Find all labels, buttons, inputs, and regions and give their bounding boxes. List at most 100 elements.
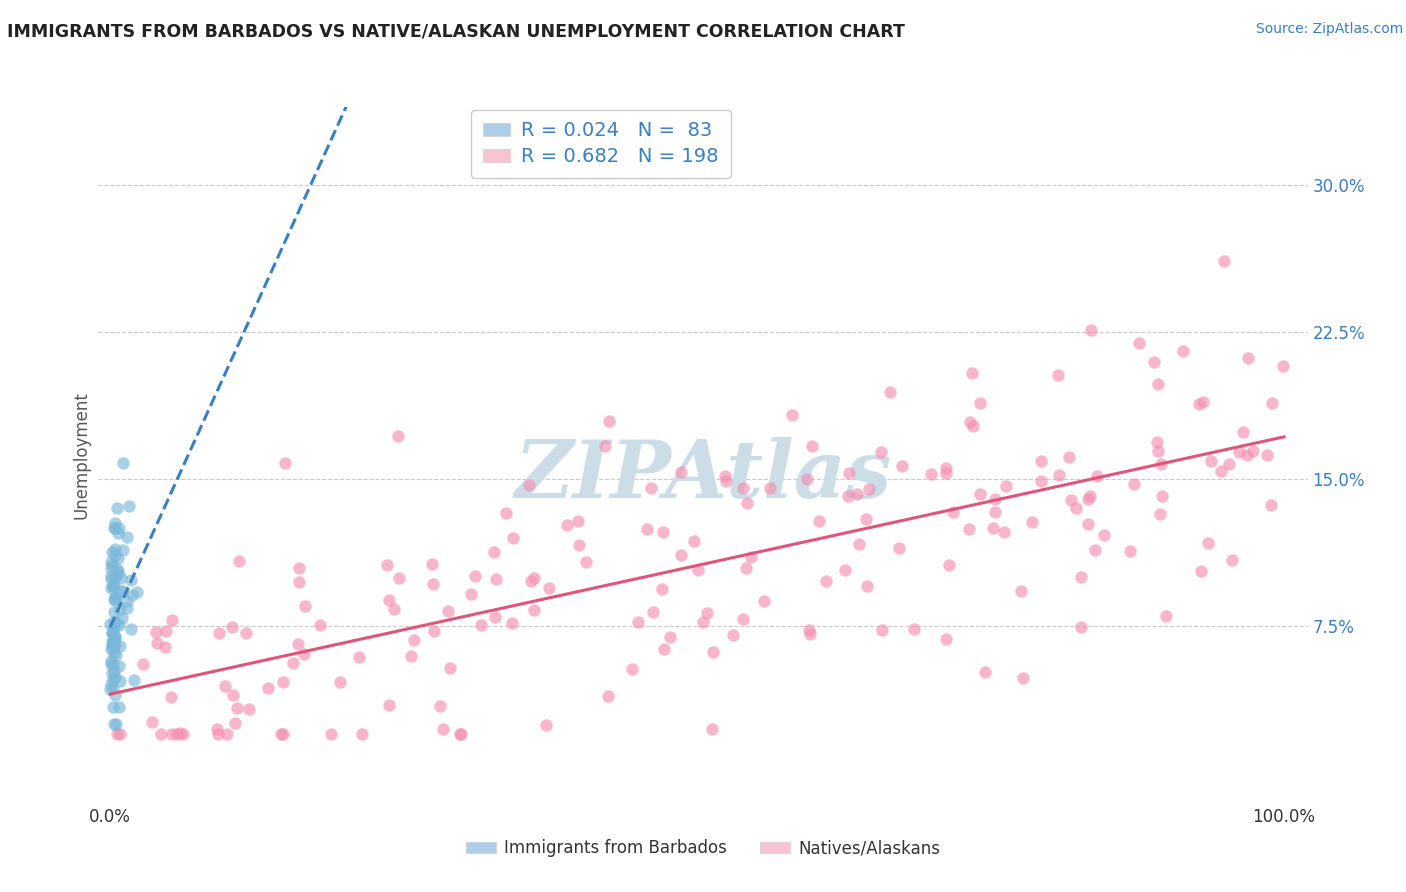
Point (1077, 492, 1099, 507)
Point (439, 661, 461, 675)
Point (807, 515, 830, 529)
Point (568, 538, 591, 552)
Point (1261, 396, 1284, 410)
Point (740, 549, 762, 564)
Point (281, 656, 304, 670)
Point (100, 573, 122, 587)
Point (104, 689, 127, 703)
Point (485, 572, 508, 586)
Point (1092, 528, 1115, 542)
Point (166, 727, 188, 741)
Point (104, 542, 127, 557)
Point (155, 640, 177, 655)
Point (1146, 435, 1168, 450)
Point (1070, 570, 1092, 584)
Point (838, 467, 860, 481)
Point (801, 438, 824, 452)
Point (288, 575, 311, 590)
Point (387, 429, 409, 443)
Point (1220, 553, 1243, 567)
Point (1150, 490, 1173, 504)
Point (103, 593, 125, 607)
Point (1078, 489, 1101, 503)
Text: Source: ZipAtlas.com: Source: ZipAtlas.com (1256, 22, 1403, 37)
Point (780, 409, 803, 423)
Point (1029, 474, 1052, 488)
Point (103, 520, 125, 534)
Point (107, 618, 129, 632)
Point (352, 727, 374, 741)
Point (855, 579, 877, 593)
Point (567, 514, 589, 528)
Point (596, 690, 619, 704)
Point (1021, 515, 1043, 529)
Point (101, 634, 124, 648)
Point (141, 715, 163, 730)
Point (101, 658, 124, 673)
Point (484, 609, 506, 624)
Point (1236, 448, 1258, 462)
Point (799, 627, 821, 641)
Point (1189, 564, 1212, 578)
Point (103, 615, 125, 630)
Point (101, 626, 124, 640)
Point (287, 637, 309, 651)
Point (422, 576, 444, 591)
Point (208, 626, 231, 640)
Point (641, 605, 664, 619)
Point (1218, 457, 1240, 471)
Point (105, 561, 128, 575)
Point (160, 690, 183, 705)
Point (104, 592, 127, 607)
Point (292, 648, 315, 662)
Point (1010, 584, 1032, 599)
Point (869, 445, 891, 459)
Point (959, 415, 981, 429)
Point (105, 727, 128, 741)
Point (957, 522, 980, 536)
Point (1188, 397, 1211, 411)
Point (696, 607, 718, 621)
Point (228, 554, 250, 568)
Point (855, 512, 877, 526)
Point (942, 504, 965, 518)
Point (658, 630, 681, 644)
Point (101, 635, 124, 649)
Point (375, 558, 398, 572)
Point (104, 717, 127, 731)
Point (122, 673, 145, 687)
Point (1066, 500, 1088, 515)
Point (814, 574, 837, 588)
Point (103, 579, 125, 593)
Point (235, 626, 257, 640)
Point (501, 616, 523, 631)
Point (423, 624, 446, 638)
Point (107, 526, 129, 541)
Point (1143, 355, 1166, 369)
Point (100, 642, 122, 657)
Point (378, 593, 401, 607)
Point (125, 584, 148, 599)
Point (105, 500, 128, 515)
Point (108, 674, 131, 689)
Point (1077, 516, 1099, 531)
Point (104, 516, 127, 530)
Point (1080, 323, 1102, 337)
Text: IMMIGRANTS FROM BARBADOS VS NATIVE/ALASKAN UNEMPLOYMENT CORRELATION CHART: IMMIGRANTS FROM BARBADOS VS NATIVE/ALASK… (7, 22, 905, 40)
Point (110, 727, 132, 741)
Point (449, 727, 471, 741)
Point (108, 700, 131, 714)
Point (105, 616, 128, 631)
Point (111, 611, 134, 625)
Point (519, 574, 541, 588)
Point (1192, 395, 1215, 409)
Point (309, 617, 332, 632)
Point (104, 670, 127, 684)
Point (1070, 620, 1092, 634)
Point (101, 626, 124, 640)
Point (640, 482, 662, 496)
Point (100, 568, 122, 582)
Point (132, 657, 155, 672)
Point (692, 615, 714, 629)
Point (627, 615, 650, 629)
